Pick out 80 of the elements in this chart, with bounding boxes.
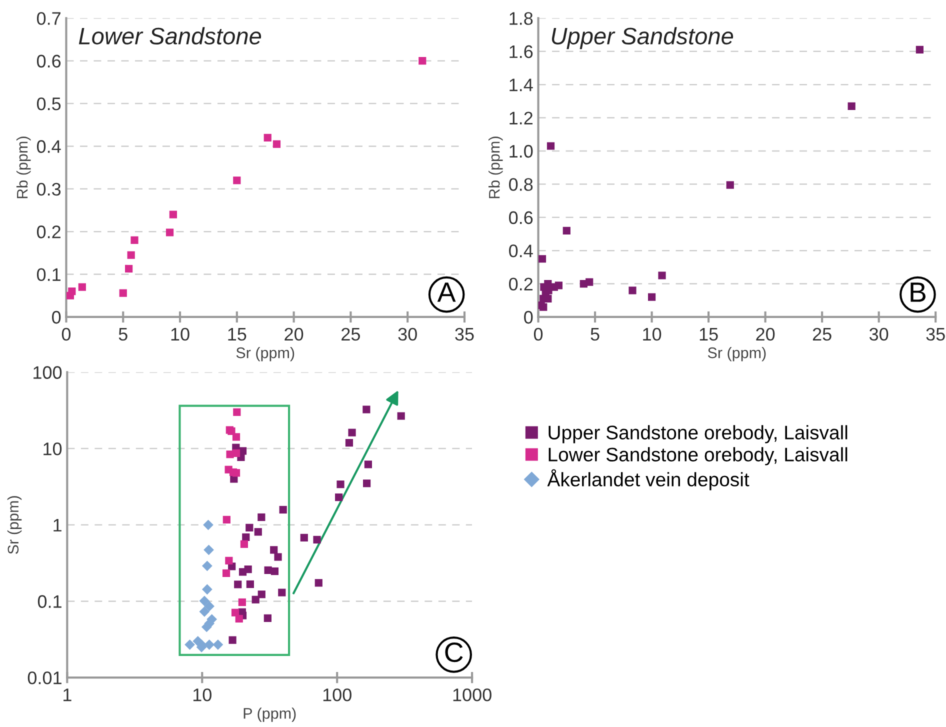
y-tick-label: 0.3	[36, 182, 61, 196]
x-tick-label: 20	[284, 328, 304, 341]
x-tick-label: 1	[64, 688, 72, 702]
x-tick-label: 0	[534, 328, 543, 341]
x-tick-label: 15	[700, 328, 718, 341]
x-tick-label: 25	[342, 328, 360, 341]
y-tick-label: 0.2	[36, 226, 60, 238]
point	[538, 255, 546, 263]
x-axis-title: Sr (ppm)	[708, 347, 766, 362]
y-tick-label: 0.01	[28, 672, 62, 684]
point	[166, 228, 174, 236]
x-tick-label: 30	[398, 328, 417, 341]
y-tick-label: 0	[524, 310, 533, 324]
x-tick-label: 35	[455, 328, 474, 341]
y-tick-label: 1.4	[510, 78, 533, 92]
legend-label: Åkerlandet vein deposit	[547, 469, 750, 490]
point	[127, 251, 135, 259]
y-tick-label: 100	[34, 366, 62, 379]
x-tick-label: 20	[756, 328, 775, 341]
y-tick-label: 0.6	[36, 54, 61, 68]
point	[586, 278, 594, 286]
chart-title: Upper Sandstone	[552, 27, 734, 50]
point	[68, 288, 76, 296]
y-tick-label: 0.5	[36, 97, 61, 110]
x-tick-label: 25	[812, 328, 832, 341]
point	[125, 264, 133, 273]
legend-label: Upper Sandstone orebody, Laisvall	[548, 425, 848, 444]
chart-title: Lower Sandstone	[78, 27, 262, 44]
y-tick-label: 0.2	[509, 278, 533, 290]
y-tick-label: 0.4	[509, 244, 533, 258]
y-tick-label: 0.4	[36, 140, 61, 153]
x-tick-label: 15	[228, 328, 246, 341]
y-tick-label: 0.8	[509, 178, 533, 191]
annotation: C	[445, 642, 463, 662]
x-tick-label: 30	[869, 328, 888, 341]
point	[540, 303, 548, 311]
x-tick-label: 1000	[453, 688, 492, 702]
y-axis-title: Sr (ppm)	[7, 496, 22, 554]
point	[272, 140, 281, 148]
y-tick-label: 0.7	[36, 12, 60, 25]
x-axis-title: Sr (ppm)	[236, 347, 294, 362]
point	[418, 57, 426, 65]
y-tick-label: 10	[44, 442, 62, 456]
y-tick-label: 1.6	[510, 45, 533, 58]
point	[658, 272, 666, 280]
point	[848, 102, 856, 110]
annotation: B	[910, 282, 926, 302]
x-tick-label: 10	[171, 328, 190, 341]
annotation: A	[437, 282, 456, 302]
y-axis-title: Rb (ppm)	[16, 136, 31, 198]
y-tick-label: 1.0	[510, 144, 533, 158]
y-tick-label: 1.2	[510, 112, 533, 124]
x-tick-label: 5	[118, 328, 128, 341]
y-tick-label: 0	[52, 310, 61, 324]
point	[546, 142, 555, 150]
x-tick-label: 100	[323, 688, 352, 702]
x-tick-label: 10	[193, 688, 212, 702]
x-tick-label: 35	[926, 328, 945, 341]
point	[233, 176, 241, 184]
y-tick-label: 1.8	[510, 12, 533, 25]
y-tick-label: 1	[54, 519, 62, 532]
x-tick-label: 10	[643, 328, 662, 341]
point	[130, 236, 138, 244]
point	[648, 293, 656, 301]
y-tick-label: 0.1	[36, 268, 60, 282]
point	[119, 289, 127, 297]
y-tick-label: 0.1	[38, 595, 62, 608]
point	[562, 226, 570, 234]
point	[726, 181, 734, 189]
point	[628, 286, 636, 294]
x-axis-title: P (ppm)	[244, 708, 296, 722]
legend-label: Lower Sandstone orebody, Laisvall	[548, 447, 848, 466]
x-tick-label: 5	[590, 328, 600, 341]
y-axis-title: Rb (ppm)	[488, 136, 503, 198]
point	[78, 283, 86, 291]
point	[916, 46, 924, 54]
y-tick-label: 0.6	[509, 211, 533, 224]
point	[169, 210, 177, 218]
x-tick-label: 0	[62, 328, 71, 341]
point	[264, 134, 272, 142]
